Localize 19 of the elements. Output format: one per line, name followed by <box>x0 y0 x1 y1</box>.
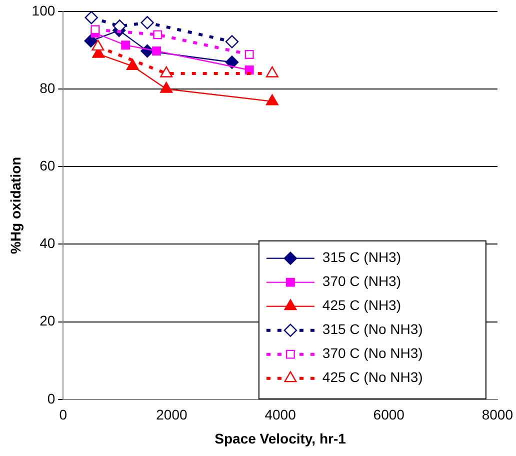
legend-label: 425 C (No NH3) <box>322 369 423 386</box>
y-tick-label: 20 <box>40 312 56 329</box>
legend-label: 425 C (NH3) <box>322 297 402 314</box>
legend-label: 370 C (No NH3) <box>322 345 423 362</box>
x-tick-label: 8000 <box>482 406 514 423</box>
x-tick-label: 0 <box>59 406 68 423</box>
x-tick-label: 2000 <box>156 406 188 423</box>
legend-label: 315 C (NH3) <box>322 249 402 266</box>
y-axis-title: %Hg oxidation <box>7 156 24 254</box>
x-axis-title: Space Velocity, hr-1 <box>214 430 346 446</box>
y-tick-label: 0 <box>47 390 56 406</box>
x-tick-label: 4000 <box>264 406 296 423</box>
legend-label: 315 C (No NH3) <box>322 321 423 338</box>
y-tick-label: 60 <box>40 157 56 174</box>
y-tick-label: 100 <box>32 2 56 18</box>
y-tick-label: 80 <box>40 80 56 96</box>
x-tick-label: 6000 <box>373 406 405 423</box>
legend-label: 370 C (NH3) <box>322 273 402 290</box>
y-tick-label: 40 <box>40 235 56 252</box>
